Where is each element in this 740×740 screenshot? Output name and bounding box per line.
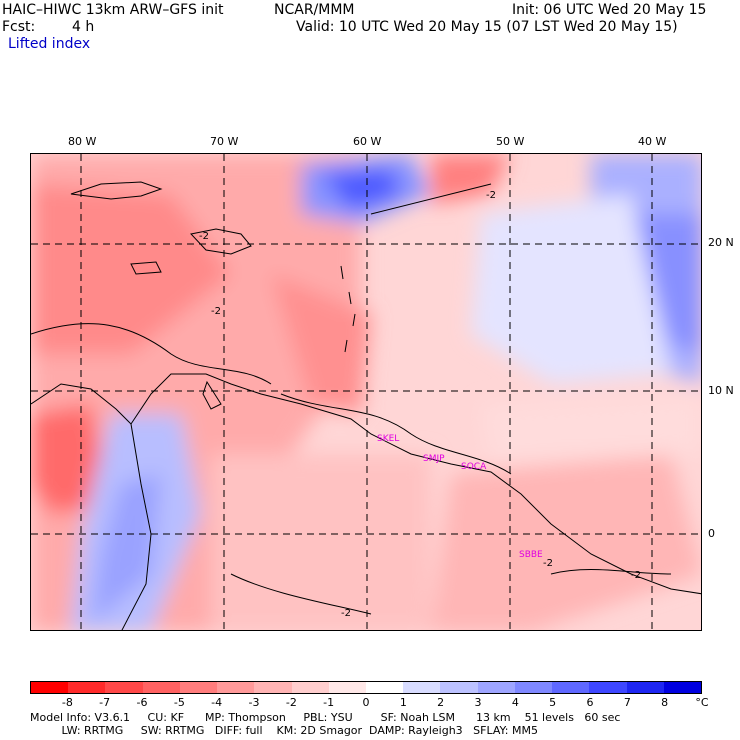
colorbar-tick-label: 8: [661, 696, 669, 709]
plot-title: HAIC–HIWC 13km ARW–GFS init: [2, 2, 224, 18]
colorbar-swatch: [68, 682, 106, 693]
field-shading: [31, 154, 701, 630]
colorbar-swatch: [328, 682, 366, 693]
colorbar-tick-label: 3: [474, 696, 482, 709]
lat-lon-grid: [31, 154, 701, 630]
colorbar-tick-label: 5: [549, 696, 557, 709]
colorbar-swatch: [365, 682, 404, 693]
colorbar-swatch: [552, 682, 590, 693]
colorbar-swatch: [477, 682, 515, 693]
lon-label: 70 W: [210, 135, 239, 148]
colorbar-swatch: [105, 682, 143, 693]
colorbar-swatch: [589, 682, 627, 693]
station-sbbe: SBBE: [519, 550, 543, 560]
station-labels: SKEL SMJP SOCA SBBE: [377, 434, 543, 560]
colorbar-tick-label: -4: [211, 696, 223, 709]
colorbar-tick-label: 0: [362, 696, 370, 709]
model-info-line1: Model Info: V3.6.1 CU: KF MP: Thompson P…: [30, 711, 621, 724]
svg-text:-2: -2: [199, 231, 209, 242]
lat-label: 10 N: [708, 384, 734, 397]
station-soca: SOCA: [461, 462, 487, 472]
lon-label: 80 W: [68, 135, 97, 148]
colorbar-tick-label: -7: [99, 696, 111, 709]
colorbar-unit: °C: [695, 696, 709, 709]
contour-labels: -2 -2 -2 -2 -2 -2: [199, 190, 641, 619]
lon-label: 40 W: [638, 135, 667, 148]
coastlines: [31, 181, 701, 630]
valid-time: Valid: 10 UTC Wed 20 May 15 (07 LST Wed …: [296, 19, 678, 35]
model-info-line2: LW: RRTMG SW: RRTMG DIFF: full KM: 2D Sm…: [30, 724, 538, 737]
colorbar-swatch: [403, 682, 441, 693]
colorbar-tick-label: -3: [248, 696, 260, 709]
colorbar-swatch: [217, 682, 255, 693]
init-time: Init: 06 UTC Wed 20 May 15: [512, 2, 707, 18]
lifted-index-map: -2 -2 -2 -2 -2 -2 SKEL SMJP SOCA SBBE: [30, 153, 702, 631]
colorbar-swatch: [514, 682, 553, 693]
colorbar-swatch: [291, 682, 329, 693]
colorbar-swatch: [179, 682, 218, 693]
station-skel: SKEL: [377, 434, 399, 444]
colorbar-swatch: [440, 682, 478, 693]
lat-label: 20 N: [708, 236, 734, 249]
svg-text:-2: -2: [211, 306, 221, 317]
lon-label: 60 W: [353, 135, 382, 148]
map-canvas: -2 -2 -2 -2 -2 -2 SKEL SMJP SOCA SBBE: [31, 154, 701, 630]
field-name: Lifted index: [8, 36, 91, 52]
colorbar-tick-label: -2: [285, 696, 297, 709]
colorbar-swatch: [142, 682, 180, 693]
colorbar: [30, 681, 702, 694]
colorbar-tick-label: -1: [323, 696, 335, 709]
contours: [31, 183, 672, 615]
svg-text:-2: -2: [341, 608, 351, 619]
forecast-hour: 4 h: [72, 19, 95, 35]
colorbar-tick-label: -8: [61, 696, 73, 709]
colorbar-tick-label: 4: [511, 696, 519, 709]
forecast-label: Fcst:: [2, 19, 36, 35]
colorbar-tick-label: 6: [586, 696, 594, 709]
organization: NCAR/MMM: [274, 2, 355, 18]
colorbar-swatch: [254, 682, 292, 693]
colorbar-tick-label: -5: [173, 696, 185, 709]
colorbar-tick-label: 7: [623, 696, 631, 709]
colorbar-swatch: [626, 682, 664, 693]
lat-label: 0: [708, 527, 715, 540]
colorbar-swatch: [663, 682, 701, 693]
station-smjp: SMJP: [423, 454, 445, 464]
colorbar-tick-label: -6: [136, 696, 148, 709]
colorbar-tick-label: 2: [437, 696, 445, 709]
lon-label: 50 W: [496, 135, 525, 148]
svg-text:-2: -2: [543, 558, 553, 569]
svg-text:-2: -2: [486, 190, 496, 201]
colorbar-swatch: [31, 682, 69, 693]
svg-text:-2: -2: [631, 570, 641, 581]
colorbar-tick-label: 1: [399, 696, 407, 709]
